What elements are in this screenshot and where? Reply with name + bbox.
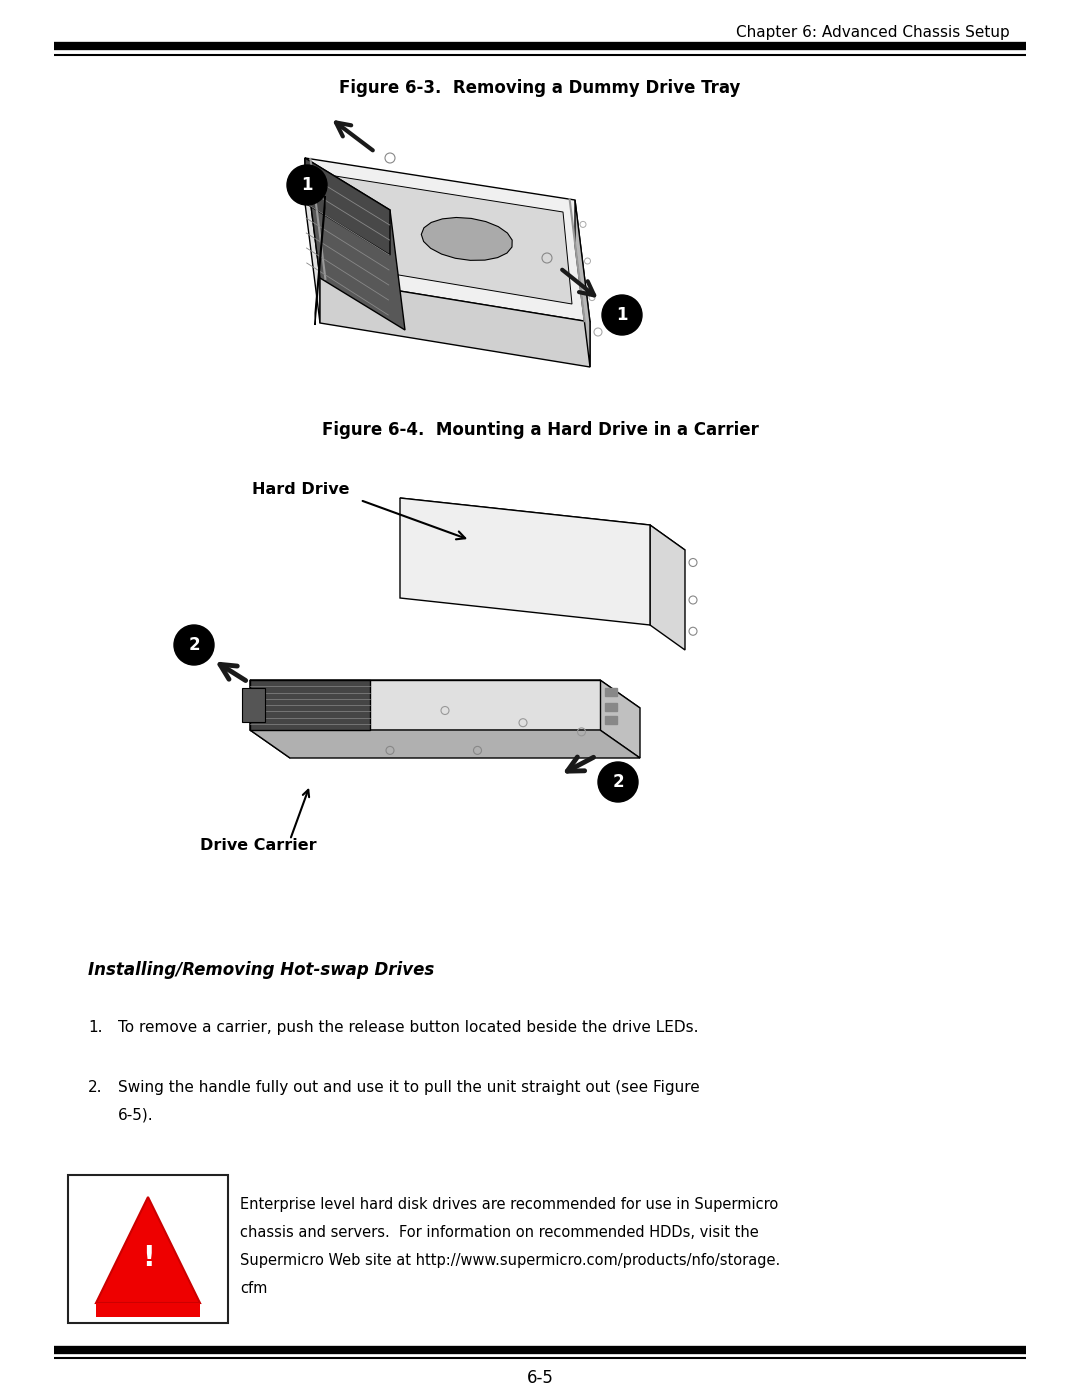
Polygon shape [96,1197,200,1303]
Polygon shape [305,158,590,321]
Text: Supermicro Web site at http://www.supermicro.com/products/nfo/storage.: Supermicro Web site at http://www.superm… [240,1253,780,1268]
Text: Drive Carrier: Drive Carrier [200,837,316,852]
Circle shape [598,761,638,802]
Circle shape [174,624,214,665]
Polygon shape [600,680,640,759]
Polygon shape [421,218,512,260]
Text: 2.: 2. [87,1080,103,1095]
Text: To remove a carrier, push the release button located beside the drive LEDs.: To remove a carrier, push the release bu… [118,1020,699,1035]
Polygon shape [305,158,405,330]
Text: 1: 1 [617,306,627,324]
Text: 2: 2 [188,636,200,654]
Bar [96,1303,200,1317]
Polygon shape [335,176,572,305]
Bar [68,1175,228,1323]
Polygon shape [320,278,590,367]
Text: Installing/Removing Hot-swap Drives: Installing/Removing Hot-swap Drives [87,961,434,979]
Text: 2: 2 [612,773,624,791]
Polygon shape [249,680,291,759]
Text: Hard Drive: Hard Drive [252,482,350,497]
Polygon shape [315,196,325,326]
Text: 6-5: 6-5 [527,1369,553,1387]
Polygon shape [249,680,600,731]
Text: 1.: 1. [87,1020,103,1035]
Text: Figure 6-3.  Removing a Dummy Drive Tray: Figure 6-3. Removing a Dummy Drive Tray [339,80,741,96]
Polygon shape [575,200,590,367]
Text: Chapter 6: Advanced Chassis Setup: Chapter 6: Advanced Chassis Setup [737,25,1010,39]
Text: Enterprise level hard disk drives are recommended for use in Supermicro: Enterprise level hard disk drives are re… [240,1197,779,1213]
Text: 1: 1 [301,176,313,194]
Text: Swing the handle fully out and use it to pull the unit straight out (see Figure: Swing the handle fully out and use it to… [118,1080,700,1095]
Polygon shape [305,158,320,323]
Polygon shape [249,731,640,759]
Text: chassis and servers.  For information on recommended HDDs, visit the: chassis and servers. For information on … [240,1225,759,1241]
Text: Figure 6-4.  Mounting a Hard Drive in a Carrier: Figure 6-4. Mounting a Hard Drive in a C… [322,420,758,439]
Text: cfm: cfm [240,1281,268,1296]
Bar [605,715,617,724]
Polygon shape [400,497,685,550]
Bar [605,703,617,711]
Bar [605,687,617,696]
Polygon shape [400,497,650,624]
Polygon shape [305,158,390,256]
Circle shape [602,295,642,335]
Polygon shape [242,687,265,722]
Polygon shape [249,680,640,708]
Circle shape [287,165,327,205]
Polygon shape [249,680,370,731]
Text: !: ! [141,1243,154,1273]
Polygon shape [650,525,685,650]
Text: 6-5).: 6-5). [118,1108,153,1123]
